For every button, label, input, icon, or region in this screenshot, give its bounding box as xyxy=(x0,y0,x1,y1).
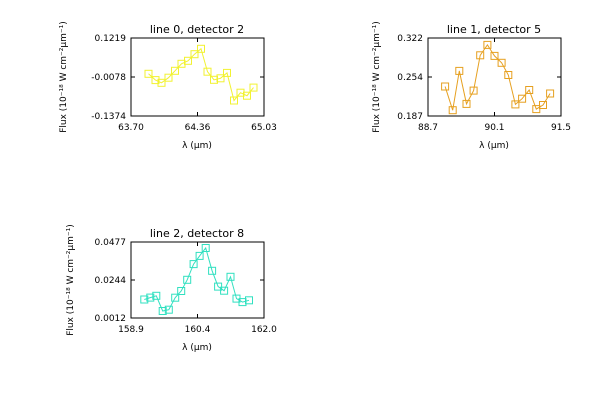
data-point-marker xyxy=(483,40,492,49)
y-tick-label: -0.0078 xyxy=(91,73,126,83)
data-point-marker xyxy=(189,260,198,269)
data-point-marker xyxy=(183,275,192,284)
x-tick-labels: 63.70 64.36 65.03 xyxy=(118,38,277,133)
y-tick-labels: 0.1219 -0.0078 -0.1374 xyxy=(91,34,264,122)
data-point-marker xyxy=(195,251,204,260)
y-tick-labels: 0.322 0.254 0.187 xyxy=(397,34,561,122)
x-tick-label: 91.5 xyxy=(551,123,571,133)
y-tick-label: 0.1219 xyxy=(95,34,127,44)
data-point-marker xyxy=(223,68,231,77)
x-tick-labels: 158.9 160.4 162.0 xyxy=(118,242,277,335)
x-tick-label: 162.0 xyxy=(251,325,277,335)
plot-frame xyxy=(427,37,562,117)
y-tick-label: 0.322 xyxy=(397,34,423,44)
data-point-marker xyxy=(164,305,173,314)
data-point-marker xyxy=(216,74,225,83)
data-point-marker xyxy=(490,51,499,60)
y-tick-label: 0.0244 xyxy=(95,276,127,286)
x-tick-label: 64.36 xyxy=(185,123,211,133)
data-point-marker xyxy=(177,287,186,295)
data-point-marker xyxy=(184,56,192,65)
y-axis-label: Flux (10⁻¹⁸ W cm⁻²μm⁻¹) xyxy=(66,224,76,336)
data-point-marker xyxy=(190,50,199,59)
plot-frame xyxy=(130,241,265,319)
panel-line-1: line 1, detector 5 λ (μm) Flux (10⁻¹⁸ W … xyxy=(372,21,571,151)
data-point-marker xyxy=(164,73,173,82)
panel-line-0: line 0, detector 2 λ (μm) Flux (10⁻¹⁸ W … xyxy=(59,21,277,151)
y-axis-label: Flux (10⁻¹⁸ W cm⁻²μm⁻¹) xyxy=(372,21,382,133)
y-tick-labels: 0.0477 0.0244 0.0012 xyxy=(95,238,264,324)
y-tick-label: 0.0012 xyxy=(95,314,127,324)
data-point-marker xyxy=(140,295,149,304)
data-point-marker xyxy=(525,86,534,94)
x-tick-label: 90.1 xyxy=(484,123,504,133)
x-axis-label: λ (μm) xyxy=(479,141,509,151)
x-tick-label: 88.7 xyxy=(418,123,438,133)
data-point-marker xyxy=(476,51,485,60)
data-point-marker xyxy=(171,293,180,302)
series-group xyxy=(441,40,555,115)
series-line xyxy=(148,47,254,102)
data-point-marker xyxy=(243,91,251,100)
data-point-marker xyxy=(151,76,160,85)
data-point-marker xyxy=(448,106,457,115)
data-point-marker xyxy=(220,286,229,295)
y-tick-label: 0.254 xyxy=(397,73,423,83)
x-tick-label: 158.9 xyxy=(118,325,144,335)
x-tick-labels: 88.7 90.1 91.5 xyxy=(418,38,571,133)
data-point-marker xyxy=(532,105,541,114)
data-point-marker xyxy=(539,101,547,109)
data-point-marker xyxy=(171,66,179,75)
data-point-marker xyxy=(245,296,253,305)
data-point-marker xyxy=(546,89,555,98)
y-axis-label: Flux (10⁻¹⁸ W cm⁻²μm⁻¹) xyxy=(59,21,69,133)
data-point-marker xyxy=(249,83,258,92)
x-axis-label: λ (μm) xyxy=(182,141,212,151)
data-point-marker xyxy=(226,272,235,281)
series-group xyxy=(144,44,258,105)
data-point-marker xyxy=(203,67,212,76)
panel-title: line 0, detector 2 xyxy=(150,23,244,36)
data-point-marker xyxy=(157,78,166,87)
data-point-marker xyxy=(462,99,471,108)
panel-title: line 1, detector 5 xyxy=(447,23,541,36)
data-point-marker xyxy=(146,293,155,302)
data-point-marker xyxy=(504,71,513,79)
data-point-marker xyxy=(518,94,527,103)
data-point-marker xyxy=(201,244,210,252)
x-tick-label: 63.70 xyxy=(118,123,144,133)
data-point-marker xyxy=(197,44,205,53)
x-axis-label: λ (μm) xyxy=(182,343,212,353)
x-tick-label: 65.03 xyxy=(251,123,277,133)
data-point-marker xyxy=(497,58,506,67)
data-point-marker xyxy=(152,291,161,300)
data-point-marker xyxy=(230,96,238,105)
y-tick-label: -0.1374 xyxy=(91,112,126,122)
data-point-marker xyxy=(214,282,223,291)
data-point-marker xyxy=(511,100,520,109)
y-tick-label: 0.187 xyxy=(397,112,423,122)
series-group xyxy=(140,244,253,315)
data-point-marker xyxy=(158,307,167,315)
data-point-marker xyxy=(441,82,450,91)
panel-line-2: line 2, detector 8 λ (μm) Flux (10⁻¹⁸ W … xyxy=(66,224,277,353)
data-point-marker xyxy=(144,69,153,78)
x-tick-label: 160.4 xyxy=(185,325,211,335)
y-tick-label: 0.0477 xyxy=(95,238,127,248)
panel-title: line 2, detector 8 xyxy=(150,227,244,240)
data-point-marker xyxy=(455,66,464,75)
data-point-marker xyxy=(469,86,478,95)
data-point-marker xyxy=(208,266,217,275)
